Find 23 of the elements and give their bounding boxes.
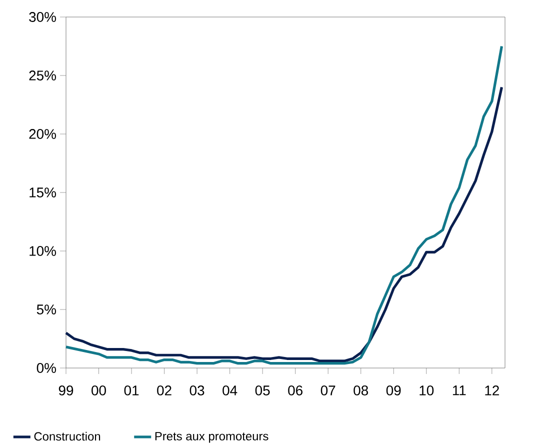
x-tick-label: 00 xyxy=(92,386,106,396)
x-tick-label: 09 xyxy=(386,386,401,396)
y-tick-label: 5% xyxy=(36,304,56,314)
y-tick-label: 20% xyxy=(29,129,56,139)
x-tick-label: 06 xyxy=(288,386,302,396)
y-tick-label: 30% xyxy=(29,12,56,22)
x-tick-label: 08 xyxy=(354,386,368,396)
x-tick-label: 04 xyxy=(222,386,238,396)
y-tick-label: 0% xyxy=(36,363,56,373)
y-tick-label: 25% xyxy=(29,70,56,80)
x-tick-label: 01 xyxy=(124,386,139,396)
x-tick-label: 12 xyxy=(485,386,499,396)
x-tick-label: 02 xyxy=(157,386,172,396)
x-tick-label: 03 xyxy=(190,386,204,396)
x-tick-label: 11 xyxy=(452,386,466,396)
x-tick-label: 05 xyxy=(255,386,270,396)
legend-label: Construction xyxy=(34,432,100,441)
x-tick-label: 07 xyxy=(320,386,336,396)
x-tick-label: 10 xyxy=(420,386,434,396)
y-tick-label: 10% xyxy=(30,246,56,256)
legend-label: Prets aux promoteurs xyxy=(155,432,268,443)
y-tick-label: 15% xyxy=(30,188,56,198)
x-tick-label: 99 xyxy=(58,386,74,396)
